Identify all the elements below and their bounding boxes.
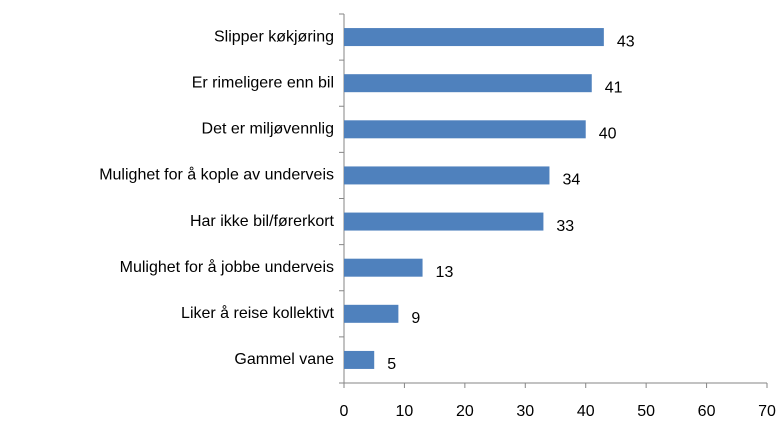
data-label: 5	[387, 356, 396, 373]
x-tick-label: 20	[456, 403, 474, 420]
data-label: 40	[599, 126, 617, 143]
y-tick-label: Mulighet for å kople av underveis	[99, 166, 334, 184]
y-tick-label: Slipper køkjøring	[214, 28, 334, 45]
y-tick-label: Liker å reise kollektivt	[181, 304, 335, 322]
bar	[344, 120, 586, 139]
x-tick-label: 70	[758, 403, 776, 420]
y-tick-label: Er rimeligere enn bil	[192, 74, 334, 91]
bar	[344, 304, 399, 323]
x-tick-label: 10	[396, 403, 414, 420]
bar	[344, 74, 592, 93]
x-tick-label: 40	[577, 403, 595, 420]
y-tick-label: Det er miljøvennlig	[202, 121, 334, 138]
y-tick-label: Gammel vane	[234, 351, 334, 368]
x-tick-label: 60	[698, 403, 716, 420]
y-tick-label: Har ikke bil/førerkort	[190, 213, 335, 230]
bar	[344, 28, 604, 47]
data-label: 9	[411, 310, 420, 327]
data-label: 41	[605, 79, 623, 96]
bar	[344, 212, 544, 231]
data-label: 33	[556, 218, 574, 235]
x-tick-label: 50	[637, 403, 655, 420]
y-tick-label: Mulighet for å jobbe underveis	[120, 258, 334, 276]
bar	[344, 258, 423, 277]
x-tick-label: 0	[340, 403, 349, 420]
bar	[344, 166, 550, 185]
data-label: 13	[436, 264, 454, 281]
bar	[344, 350, 375, 369]
x-tick-label: 30	[516, 403, 534, 420]
data-label: 34	[562, 172, 580, 189]
data-label: 43	[617, 33, 635, 50]
